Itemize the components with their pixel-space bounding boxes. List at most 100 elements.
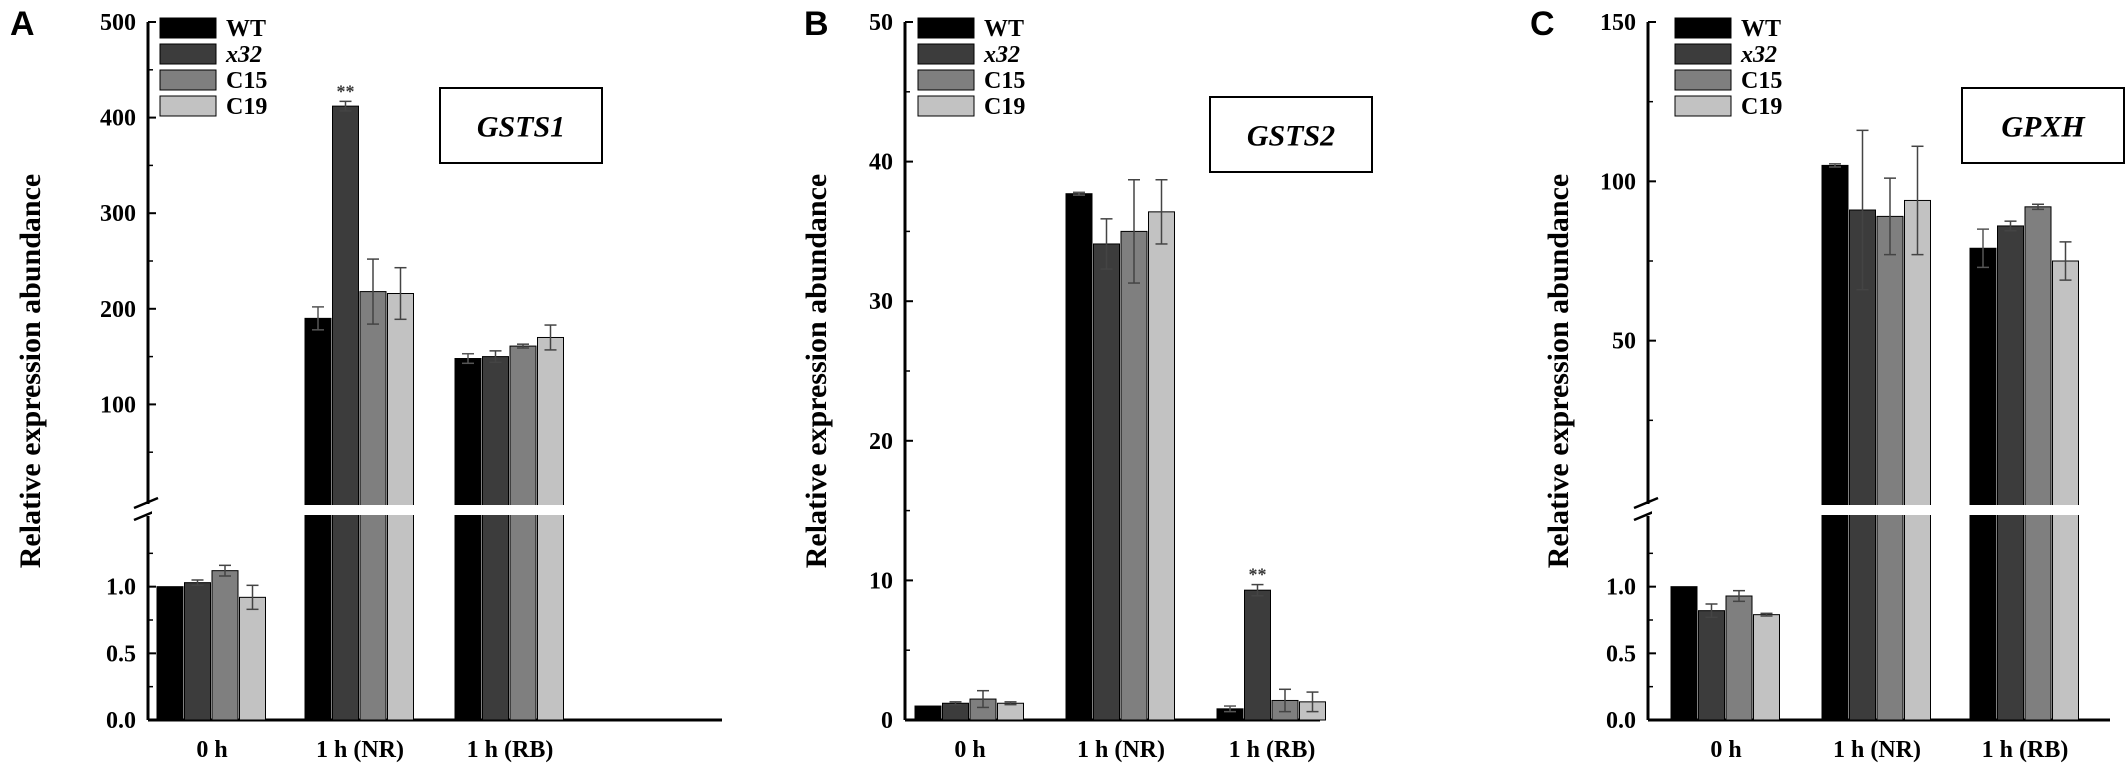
bar-C19-1 <box>1148 211 1175 721</box>
bar-x32-1 <box>332 105 359 721</box>
gene-box <box>1209 96 1373 173</box>
x-tick-label: 0 h <box>1710 737 1741 763</box>
legend-label: x32 <box>983 42 1020 68</box>
legend-label: C19 <box>984 94 1025 120</box>
bar-WT-0 <box>914 705 942 721</box>
y-tick-label: 50 <box>1612 329 1636 355</box>
legend-label: C19 <box>1741 94 1782 120</box>
panel-C: C Relative expression abundance 0.0 0.5 1.0 5… <box>1530 5 2125 763</box>
bar-x32-2 <box>1244 589 1271 721</box>
axis-break-band <box>1652 505 2110 515</box>
bar-C19-0 <box>239 596 266 721</box>
bar-C15-2 <box>509 345 537 721</box>
legend-label: x32 <box>1740 42 1777 68</box>
gene-box <box>439 87 603 164</box>
bar-WT-2 <box>454 358 482 721</box>
legend-label: x32 <box>225 42 262 68</box>
bar-C19-1 <box>1904 199 1931 721</box>
legend-swatch-WT <box>917 17 975 39</box>
bar-WT-0 <box>156 586 184 721</box>
axis-break-mark <box>1633 496 1659 510</box>
bar-C19-0 <box>997 702 1024 721</box>
axes: 0.0 0.5 1.0 100 200 300 400 500 <box>100 10 722 734</box>
y-axis-label: Relative expression abundance <box>800 174 833 568</box>
bar-C19-2 <box>537 336 564 721</box>
y-tick-label: 500 <box>100 10 136 36</box>
legend-label: WT <box>984 16 1024 42</box>
panel-letter: C <box>1530 5 1555 43</box>
legend-swatch-x32 <box>917 43 975 65</box>
y-tick-label: 400 <box>100 106 136 132</box>
legend-label: WT <box>226 16 266 42</box>
x-tick-label: 0 h <box>196 737 227 763</box>
gene-label: GSTS2 <box>1247 120 1335 153</box>
y-tick-label: 30 <box>869 289 893 315</box>
significance-mark: ** <box>337 81 355 101</box>
panel-letter: A <box>10 5 35 43</box>
legend-swatch-x32 <box>1674 43 1732 65</box>
panel-B: B Relative expression abundance 0 10 20 30 40 5… <box>800 5 1373 763</box>
y-tick-label: 150 <box>1600 10 1636 36</box>
bar-WT-1 <box>304 317 332 721</box>
bars <box>156 100 564 721</box>
y-tick-label: 1.0 <box>106 575 136 601</box>
y-tick-label: 0 <box>881 708 893 734</box>
gene-box <box>1961 87 2125 164</box>
bar-x32-0 <box>1698 610 1725 721</box>
bar-x32-1 <box>1093 243 1120 721</box>
y-tick-label: 0.0 <box>1606 708 1636 734</box>
legend-label: C15 <box>984 68 1025 94</box>
x-tick-label: 1 h (RB) <box>1229 737 1316 763</box>
legend-swatch-C15 <box>159 69 217 91</box>
bar-C15-2 <box>2024 206 2052 721</box>
y-axis-label: Relative expression abundance <box>14 174 47 568</box>
bar-x32-2 <box>1997 225 2024 721</box>
bar-C19-0 <box>1753 614 1780 721</box>
panel-letter: B <box>804 5 829 43</box>
gene-label: GPXH <box>2001 111 2086 144</box>
y-tick-label: 40 <box>869 150 893 176</box>
x-tick-label: 1 h (RB) <box>1982 737 2069 763</box>
bar-x32-0 <box>942 702 969 721</box>
bar-C19-2 <box>2052 260 2079 721</box>
significance-mark: ** <box>1249 565 1267 585</box>
bar-WT-1 <box>1821 164 1849 721</box>
legend-label: WT <box>1741 16 1781 42</box>
axis-break-mark <box>133 496 159 510</box>
y-tick-label: 100 <box>100 392 136 418</box>
bars <box>1670 129 2079 721</box>
y-tick-label: 100 <box>1600 169 1636 195</box>
bars <box>914 178 1326 721</box>
panel-A: A Relative expression abundance 0.0 0.5 1.0 1… <box>10 5 722 763</box>
y-tick-label: 0.5 <box>106 641 136 667</box>
y-tick-label: 10 <box>869 568 893 594</box>
legend-swatch-C15 <box>1674 69 1732 91</box>
bar-x32-0 <box>184 582 211 721</box>
x-tick-label: 1 h (NR) <box>1833 737 1921 763</box>
legend-swatch-C19 <box>159 95 217 117</box>
bar-x32-1 <box>1849 209 1876 721</box>
bar-C15-1 <box>1876 215 1904 721</box>
bar-WT-2 <box>1969 247 1997 721</box>
legend-swatch-WT <box>1674 17 1732 39</box>
legend-swatch-C19 <box>917 95 975 117</box>
y-axis-label: Relative expression abundance <box>1542 174 1575 568</box>
y-tick-label: 1.0 <box>1606 575 1636 601</box>
bar-C15-0 <box>211 570 239 721</box>
x-tick-label: 1 h (NR) <box>316 737 404 763</box>
legend-swatch-C15 <box>917 69 975 91</box>
y-tick-label: 0.0 <box>106 708 136 734</box>
x-tick-label: 0 h <box>954 737 985 763</box>
bar-C15-0 <box>1725 595 1753 721</box>
y-tick-label: 300 <box>100 201 136 227</box>
x-tick-label: 1 h (NR) <box>1077 737 1165 763</box>
legend-label: C15 <box>1741 68 1782 94</box>
legend-swatch-C19 <box>1674 95 1732 117</box>
y-tick-label: 0.5 <box>1606 641 1636 667</box>
x-tick-label: 1 h (RB) <box>467 737 554 763</box>
y-tick-label: 20 <box>869 429 893 455</box>
